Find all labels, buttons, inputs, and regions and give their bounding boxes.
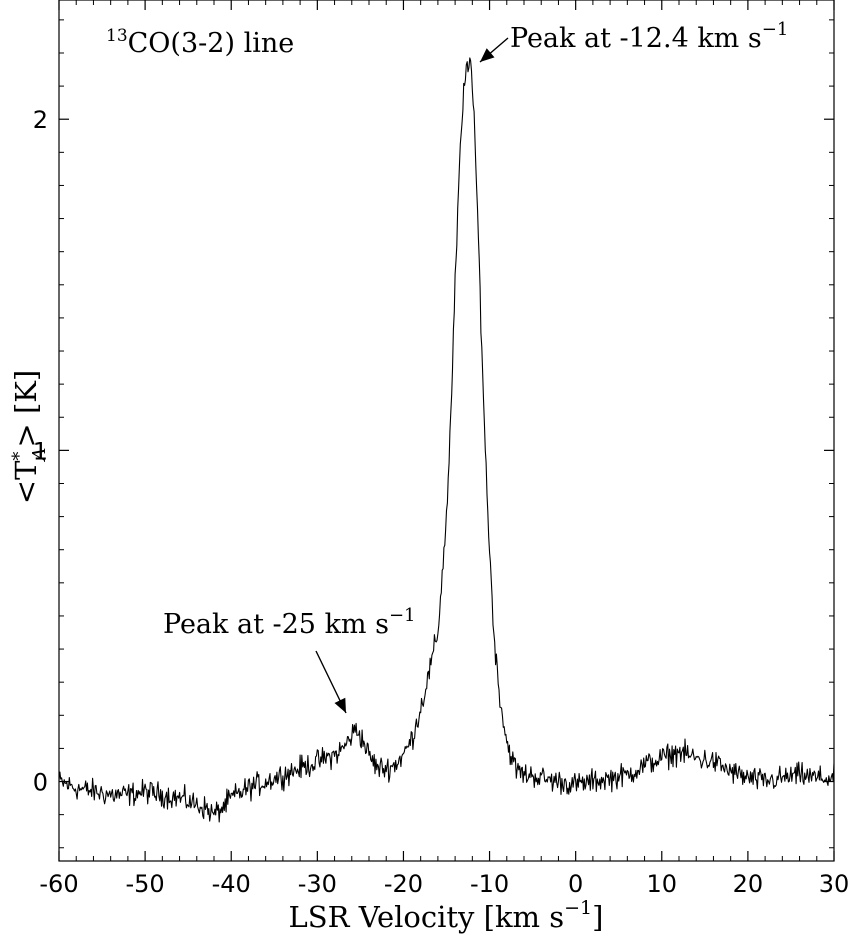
x-tick-label: -10	[470, 870, 509, 898]
peak-secondary-exponent: −1	[389, 605, 416, 626]
peak-main-exponent: −1	[762, 19, 789, 40]
x-tick-label: 30	[819, 870, 850, 898]
line-label-text: CO(3-2) line	[128, 28, 295, 59]
peak-secondary-text: Peak at -25 km s	[163, 609, 389, 640]
y-axis-label-post: > [K]	[9, 370, 43, 448]
x-tick-label: -50	[126, 870, 165, 898]
peak-secondary-arrow	[315, 650, 347, 714]
x-tick-label: -20	[384, 870, 423, 898]
peak-main-label: Peak at -12.4 km s−1	[510, 19, 788, 54]
minor-ticks	[59, 0, 834, 861]
y-tick-label: 0	[33, 769, 48, 797]
plot-area	[58, 0, 835, 862]
x-tick-label: 10	[647, 870, 678, 898]
y-axis-label-pre: <T	[9, 460, 43, 504]
y-axis-label-sub: A	[29, 448, 50, 463]
spectrum-line	[58, 57, 835, 823]
x-axis-label-close: ]	[592, 900, 603, 934]
x-axis-label-exponent: −1	[564, 897, 592, 919]
x-tick-labels: -60 -50 -40 -30 -20 -10 0 10 20 30	[39, 870, 849, 898]
major-ticks	[58, 0, 835, 861]
x-tick-label: -40	[212, 870, 251, 898]
peak-secondary-label: Peak at -25 km s−1	[163, 605, 416, 640]
x-axis-label: LSR Velocity [km s−1]	[289, 897, 604, 934]
y-tick-label: 2	[33, 106, 48, 134]
y-tick-label: 1	[33, 437, 48, 465]
line-label: 13CO(3-2) line	[106, 26, 294, 59]
x-axis-label-main: LSR Velocity [km s	[289, 900, 565, 934]
x-tick-label: -60	[39, 870, 78, 898]
peak-main-text: Peak at -12.4 km s	[510, 23, 762, 54]
line-label-isotope: 13	[106, 26, 128, 46]
x-tick-label: 0	[568, 870, 583, 898]
x-tick-label: 20	[733, 870, 764, 898]
y-axis-label: <T*A> [K]	[9, 370, 50, 504]
peak-main-arrow	[479, 37, 509, 63]
y-axis-label-sup: *	[9, 452, 30, 461]
y-tick-labels: 0 1 2	[33, 106, 48, 796]
x-tick-label: -30	[298, 870, 337, 898]
